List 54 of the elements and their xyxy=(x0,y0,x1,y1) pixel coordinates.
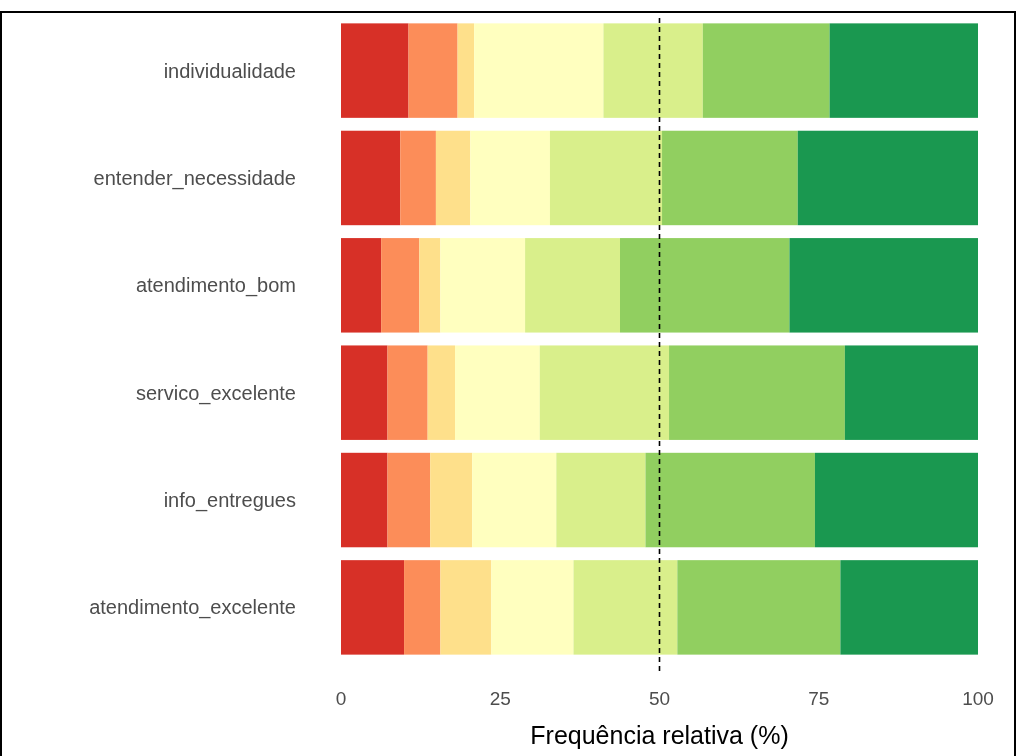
bar xyxy=(573,560,678,655)
bar xyxy=(400,130,436,226)
bar xyxy=(549,130,663,226)
y-tick-label: info_entregues xyxy=(163,489,296,513)
bar xyxy=(430,452,473,548)
y-tick-label: entender_necessidade xyxy=(93,166,296,190)
bar xyxy=(387,345,428,440)
bar xyxy=(404,560,441,655)
x-tick-label: 50 xyxy=(648,688,671,709)
bar xyxy=(341,238,382,333)
bar xyxy=(669,345,845,440)
bar xyxy=(341,345,388,440)
bar xyxy=(829,23,978,118)
bar xyxy=(470,130,550,226)
bar xyxy=(556,452,646,548)
bar xyxy=(440,560,492,655)
bar xyxy=(427,345,456,440)
bar xyxy=(677,560,841,655)
y-tick-label: servico_excelente xyxy=(135,381,296,405)
bar xyxy=(440,238,526,333)
bar xyxy=(419,238,441,333)
bar xyxy=(662,130,798,226)
bar xyxy=(341,23,409,118)
bar xyxy=(844,345,978,440)
bar xyxy=(474,23,604,118)
bar xyxy=(472,452,557,548)
bar xyxy=(702,23,830,118)
x-tick-label: 0 xyxy=(335,688,347,709)
bar xyxy=(814,452,978,548)
bar xyxy=(435,130,471,226)
bar xyxy=(789,238,978,333)
bar xyxy=(840,560,978,655)
x-tick-label: 25 xyxy=(489,688,511,709)
bar xyxy=(455,345,540,440)
bar xyxy=(491,560,574,655)
bar xyxy=(381,238,420,333)
bar xyxy=(539,345,670,440)
bar xyxy=(525,238,621,333)
bar xyxy=(341,560,405,655)
x-tick-label: 75 xyxy=(808,688,830,709)
y-tick-label: atendimento_excelente xyxy=(89,596,296,620)
bar xyxy=(620,238,790,333)
bar xyxy=(341,452,388,548)
y-tick-label: individualidade xyxy=(163,59,296,82)
x-tick-label: 100 xyxy=(962,688,994,709)
bar xyxy=(603,23,703,118)
bar xyxy=(645,452,815,548)
bar xyxy=(387,452,431,548)
bar xyxy=(797,130,978,226)
bar xyxy=(408,23,458,118)
y-tick-label: atendimento_bom xyxy=(135,274,296,298)
x-axis-title: Frequência relativa (%) xyxy=(530,721,789,749)
bar xyxy=(457,23,475,118)
bar xyxy=(341,130,401,226)
